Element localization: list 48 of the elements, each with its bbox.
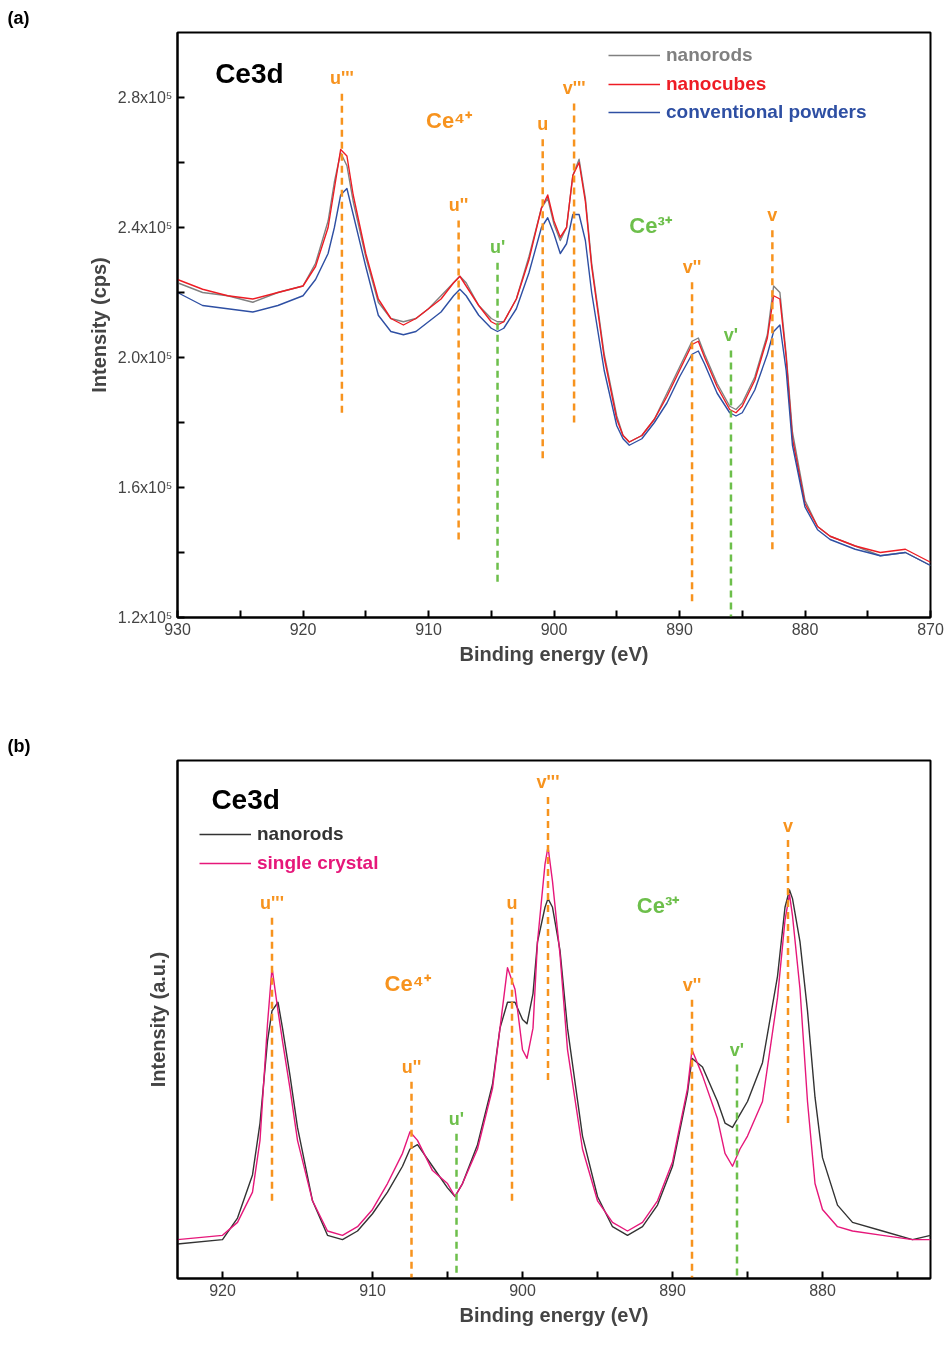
y-tick-label: 2.0x10⁵ bbox=[117, 349, 173, 366]
legend-label: nanorods bbox=[257, 823, 344, 845]
ref-line-label: v' bbox=[729, 1040, 745, 1061]
x-tick-label: 880 bbox=[809, 1281, 836, 1299]
legend-label: nanorods bbox=[666, 44, 753, 66]
ref-line-label: v'' bbox=[682, 256, 702, 277]
ref-line-label: v bbox=[782, 815, 794, 836]
y-tick-label: 2.8x10⁵ bbox=[117, 89, 173, 106]
x-tick-label: 890 bbox=[659, 1281, 686, 1299]
x-tick-label: 920 bbox=[209, 1281, 236, 1299]
annotation: Ce⁴⁺ bbox=[425, 107, 473, 133]
ref-line-label: u bbox=[537, 113, 549, 134]
y-axis-title: Intensity (cps) bbox=[87, 257, 110, 393]
x-tick-label: 900 bbox=[509, 1281, 536, 1299]
ref-line-label: u' bbox=[448, 1109, 465, 1130]
x-tick-label: 880 bbox=[791, 620, 819, 638]
annotation: Ce³⁺ bbox=[629, 213, 673, 239]
ref-line-label: u''' bbox=[260, 893, 284, 914]
ref-line-label: v bbox=[767, 204, 778, 225]
ref-line-label: u'' bbox=[448, 194, 469, 215]
y-axis-title: Intensity (a.u.) bbox=[146, 951, 169, 1088]
legend-label: nanocubes bbox=[666, 72, 767, 95]
ref-line-label: v'' bbox=[682, 975, 702, 996]
x-axis-title: Binding energy (eV) bbox=[459, 1303, 649, 1326]
annotation: Ce³⁺ bbox=[636, 893, 681, 919]
x-tick-label: 870 bbox=[917, 620, 944, 638]
y-tick-label: 1.6x10⁵ bbox=[117, 479, 173, 496]
ref-line-label: u' bbox=[489, 237, 506, 258]
x-tick-label: 920 bbox=[289, 620, 317, 638]
legend-label: single crystal bbox=[257, 851, 379, 874]
x-axis-title: Binding energy (eV) bbox=[459, 642, 649, 665]
text: Ce3d bbox=[215, 57, 284, 89]
ref-line-label: v''' bbox=[562, 77, 586, 98]
annotation: Ce⁴⁺ bbox=[384, 970, 432, 996]
ref-line-label: u'' bbox=[401, 1057, 422, 1078]
chart-title: Ce3d bbox=[211, 783, 280, 815]
x-tick-label: 910 bbox=[415, 620, 442, 638]
text: (b) bbox=[7, 735, 31, 756]
ref-line-label: v''' bbox=[536, 772, 560, 793]
legend-label: conventional powders bbox=[666, 101, 867, 123]
x-tick-label: 890 bbox=[666, 620, 693, 638]
text: (a) bbox=[7, 7, 30, 28]
x-tick-label: 910 bbox=[359, 1281, 386, 1299]
y-tick-label: 2.4x10⁵ bbox=[117, 219, 173, 236]
ref-line-label: u bbox=[506, 893, 518, 914]
ref-line-label: u''' bbox=[329, 68, 354, 89]
ref-line-label: v' bbox=[723, 324, 739, 345]
x-tick-label: 900 bbox=[540, 620, 568, 638]
